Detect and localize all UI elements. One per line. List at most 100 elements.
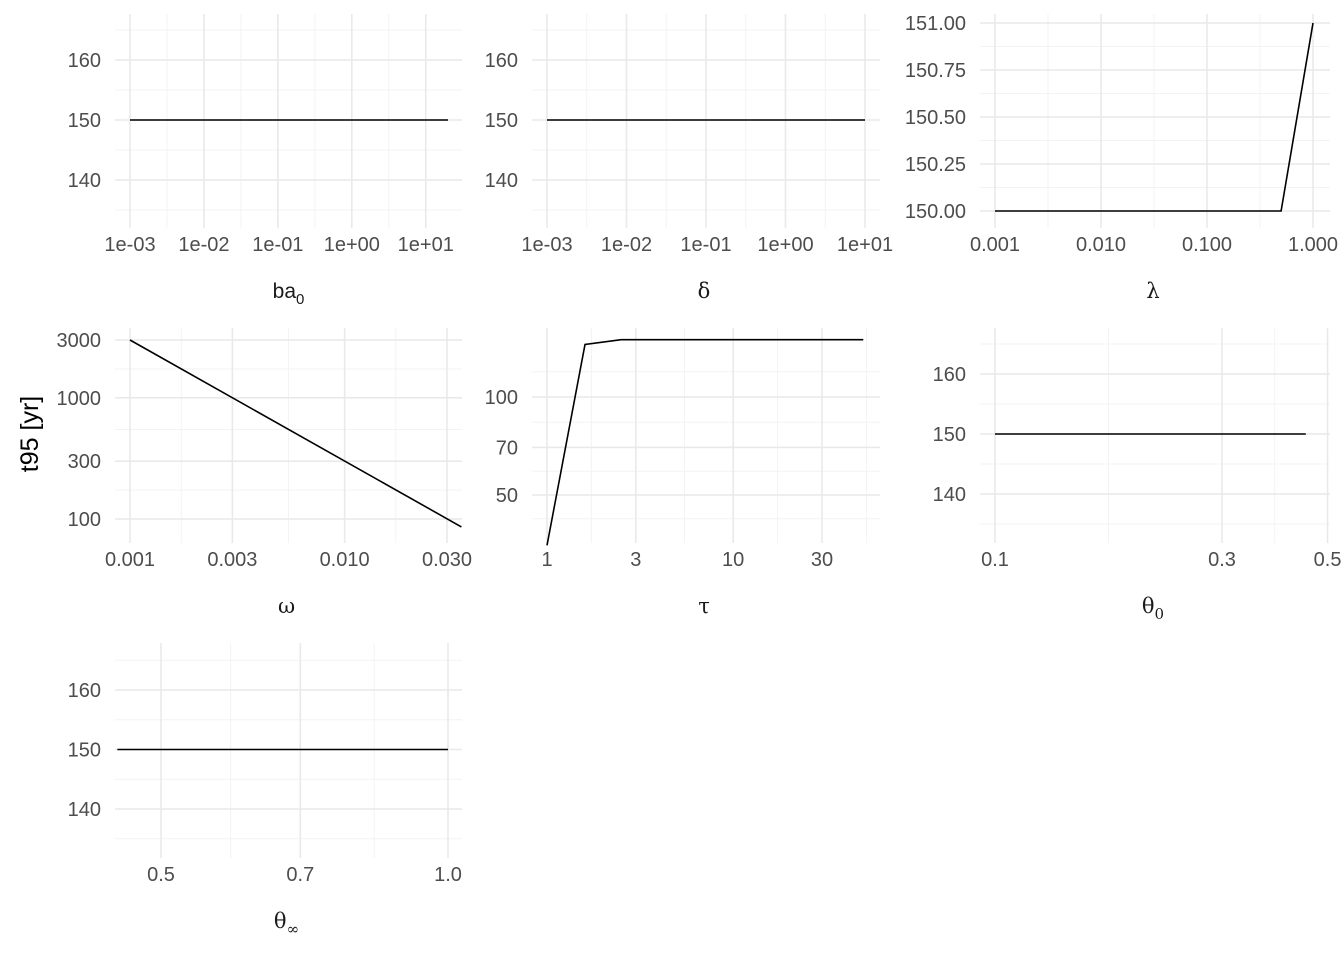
panel-2: 1e-03 1e-02 1e-01 1e+00 1e+01 140 150 160 δ	[485, 14, 893, 303]
x-tick-label: 0.5	[1314, 549, 1342, 571]
x-axis-title: ω	[278, 594, 295, 618]
y-tick-label: 50	[496, 485, 518, 507]
y-tick-label: 150	[68, 110, 101, 132]
y-tick-label: 100	[68, 509, 101, 531]
panel-5: 1 3 10 30 50 70 100 τ	[485, 328, 880, 618]
x-axis-title-base: θ	[1142, 594, 1155, 618]
y-tick-label: 100	[485, 387, 518, 409]
x-tick-label: 0.1	[981, 549, 1009, 571]
panel-1: 1e-03 1e-02 1e-01 1e+00 1e+01 140 150 160 ba0	[68, 14, 462, 308]
x-tick-label: 0.001	[105, 549, 155, 571]
x-tick-label: 1	[541, 549, 552, 571]
y-axis: 150.00 150.25 150.50 150.75 151.00	[905, 13, 1330, 223]
x-tick-label: 1.0	[434, 864, 462, 886]
x-axis-title-base: θ	[274, 909, 287, 933]
panel-3: 0.001 0.010 0.100 1.000150.00150.25150.5015…	[905, 13, 1338, 303]
panel-7: 0.5 0.7 1.0 140 150 160 θ∞	[68, 643, 462, 938]
y-tick-label: 1000	[57, 388, 102, 410]
x-axis-title-subscript: 0	[296, 291, 304, 308]
x-tick-label: 1e+01	[398, 234, 454, 256]
x-axis: 1e-03 1e-02 1e-01 1e+00 1e+01	[521, 14, 893, 256]
x-axis-title-subscript: 0	[1155, 605, 1165, 623]
x-tick-label: 1e-01	[252, 234, 303, 256]
x-axis-title-subscript: ∞	[287, 920, 300, 938]
x-axis-title-base: τ	[698, 594, 710, 618]
y-axis: 140 150 160	[933, 364, 1330, 506]
x-axis-title: δ	[698, 279, 711, 303]
x-axis: 0.001 0.010 0.100 1.000	[970, 14, 1338, 256]
x-axis: 0.1 0.3 0.5	[981, 328, 1341, 571]
y-axis: 50 70 100	[485, 387, 880, 507]
x-tick-label: 0.010	[1076, 234, 1126, 256]
y-tick-label: 160	[933, 364, 966, 386]
x-tick-label: 0.3	[1208, 549, 1236, 571]
x-tick-label: 0.001	[970, 234, 1020, 256]
x-axis-title: θ0	[1142, 594, 1164, 623]
x-axis: 0.001 0.003 0.010 0.030	[105, 328, 472, 571]
x-tick-label: 1e-03	[104, 234, 155, 256]
y-tick-label: 160	[485, 50, 518, 72]
y-axis: 100 300 1000 3000	[57, 330, 462, 531]
panel-container: 1e-03 1e-02 1e-01 1e+00 1e+01140150160ba01e-…	[57, 13, 1342, 938]
x-tick-label: 1.000	[1288, 234, 1338, 256]
x-axis-title: ba0	[273, 280, 305, 308]
x-axis-title: λ	[1146, 279, 1159, 303]
y-tick-label: 150	[933, 424, 966, 446]
x-axis-title: θ∞	[274, 909, 299, 938]
minor-gridlines	[532, 328, 880, 543]
y-tick-label: 150.25	[905, 154, 966, 176]
x-tick-label: 10	[722, 549, 744, 571]
x-tick-label: 1e-03	[521, 234, 572, 256]
x-tick-label: 1e+00	[324, 234, 380, 256]
panel-4: 0.001 0.003 0.010 0.030 100 300 1000 3000 ω	[57, 328, 472, 618]
series-line	[129, 339, 462, 528]
x-tick-label: 0.003	[207, 549, 257, 571]
x-tick-label: 1e+01	[837, 234, 893, 256]
y-axis: 140 150 160	[68, 680, 462, 821]
series-line	[995, 22, 1314, 212]
y-tick-label: 150	[68, 740, 101, 762]
y-tick-label: 160	[68, 680, 101, 702]
minor-gridlines	[980, 14, 1330, 228]
x-tick-label: 0.5	[147, 864, 175, 886]
y-axis: 140 150 160	[68, 50, 462, 192]
x-axis: 0.5 0.7 1.0	[147, 643, 462, 886]
x-tick-label: 1e+00	[757, 234, 813, 256]
y-tick-label: 150	[485, 110, 518, 132]
x-axis-title: τ	[698, 594, 710, 618]
x-tick-label: 1e-01	[680, 234, 731, 256]
y-tick-label: 140	[68, 799, 101, 821]
x-tick-label: 3	[630, 549, 641, 571]
y-tick-label: 140	[485, 170, 518, 192]
y-tick-label: 150.00	[905, 201, 966, 223]
x-tick-label: 1e-02	[601, 234, 652, 256]
minor-gridlines	[115, 14, 462, 228]
panel-6: 0.1 0.3 0.5 140 150 160 θ0	[933, 328, 1341, 623]
minor-gridlines	[115, 328, 462, 543]
x-axis-title-base: λ	[1146, 279, 1159, 303]
x-axis: 1e-03 1e-02 1e-01 1e+00 1e+01	[104, 14, 454, 256]
minor-gridlines	[115, 643, 462, 858]
series-line	[546, 338, 864, 546]
y-tick-label: 140	[68, 170, 101, 192]
x-axis-title-base: ω	[278, 594, 295, 618]
y-axis: 140 150 160	[485, 50, 880, 192]
minor-gridlines	[980, 328, 1330, 543]
x-tick-label: 0.010	[320, 549, 370, 571]
x-axis-title-base: δ	[698, 279, 711, 303]
y-tick-label: 151.00	[905, 13, 966, 35]
x-tick-label: 0.100	[1182, 234, 1232, 256]
y-tick-label: 150.75	[905, 60, 966, 82]
y-tick-label: 160	[68, 50, 101, 72]
x-axis-title-base: ba	[273, 280, 297, 303]
x-tick-label: 0.7	[286, 864, 314, 886]
x-tick-label: 1e-02	[178, 234, 229, 256]
y-tick-label: 70	[496, 437, 518, 459]
x-axis: 1 3 10 30	[541, 328, 833, 571]
y-axis-label: t95 [yr]	[16, 396, 44, 472]
x-tick-label: 0.030	[422, 549, 472, 571]
y-tick-label: 3000	[57, 330, 102, 352]
x-tick-label: 30	[811, 549, 833, 571]
y-tick-label: 140	[933, 484, 966, 506]
